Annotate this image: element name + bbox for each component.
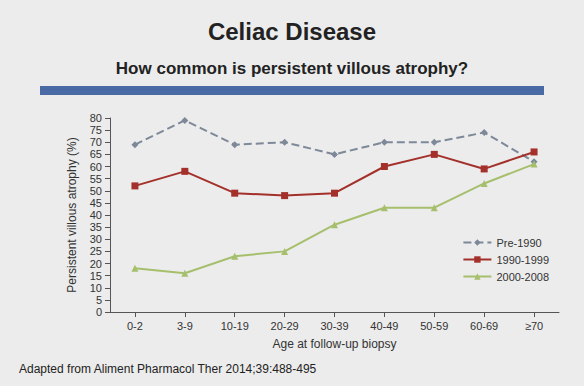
svg-text:25: 25 <box>90 245 102 257</box>
svg-text:≥70: ≥70 <box>525 320 543 332</box>
svg-text:50-59: 50-59 <box>420 320 448 332</box>
svg-text:10-19: 10-19 <box>221 320 249 332</box>
svg-text:Age at follow-up biopsy: Age at follow-up biopsy <box>272 337 396 351</box>
svg-text:1990-1999: 1990-1999 <box>496 254 549 266</box>
svg-text:55: 55 <box>90 173 102 185</box>
svg-text:60-69: 60-69 <box>470 320 498 332</box>
svg-text:20-29: 20-29 <box>271 320 299 332</box>
svg-text:Persistent villous atrophy (%): Persistent villous atrophy (%) <box>65 137 79 292</box>
svg-text:60: 60 <box>90 161 102 173</box>
svg-text:40-49: 40-49 <box>370 320 398 332</box>
svg-text:15: 15 <box>90 270 102 282</box>
svg-text:65: 65 <box>90 148 102 160</box>
svg-text:5: 5 <box>96 294 102 306</box>
svg-text:45: 45 <box>90 197 102 209</box>
svg-text:Celiac Disease: Celiac Disease <box>208 18 376 45</box>
svg-text:35: 35 <box>90 221 102 233</box>
svg-text:30: 30 <box>90 233 102 245</box>
svg-text:50: 50 <box>90 185 102 197</box>
svg-text:3-9: 3-9 <box>177 320 193 332</box>
svg-text:30-39: 30-39 <box>320 320 348 332</box>
svg-text:0-2: 0-2 <box>127 320 143 332</box>
svg-text:40: 40 <box>90 209 102 221</box>
svg-text:80: 80 <box>90 112 102 124</box>
svg-text:How common is persistent villo: How common is persistent villous atrophy… <box>116 59 468 78</box>
svg-text:2000-2008: 2000-2008 <box>496 271 549 283</box>
svg-text:20: 20 <box>90 258 102 270</box>
svg-text:70: 70 <box>90 136 102 148</box>
svg-text:10: 10 <box>90 282 102 294</box>
svg-text:75: 75 <box>90 124 102 136</box>
svg-text:Pre-1990: Pre-1990 <box>496 237 541 249</box>
svg-text:Adapted from Aliment Pharmacol: Adapted from Aliment Pharmacol Ther 2014… <box>19 362 317 376</box>
svg-text:0: 0 <box>96 306 102 318</box>
